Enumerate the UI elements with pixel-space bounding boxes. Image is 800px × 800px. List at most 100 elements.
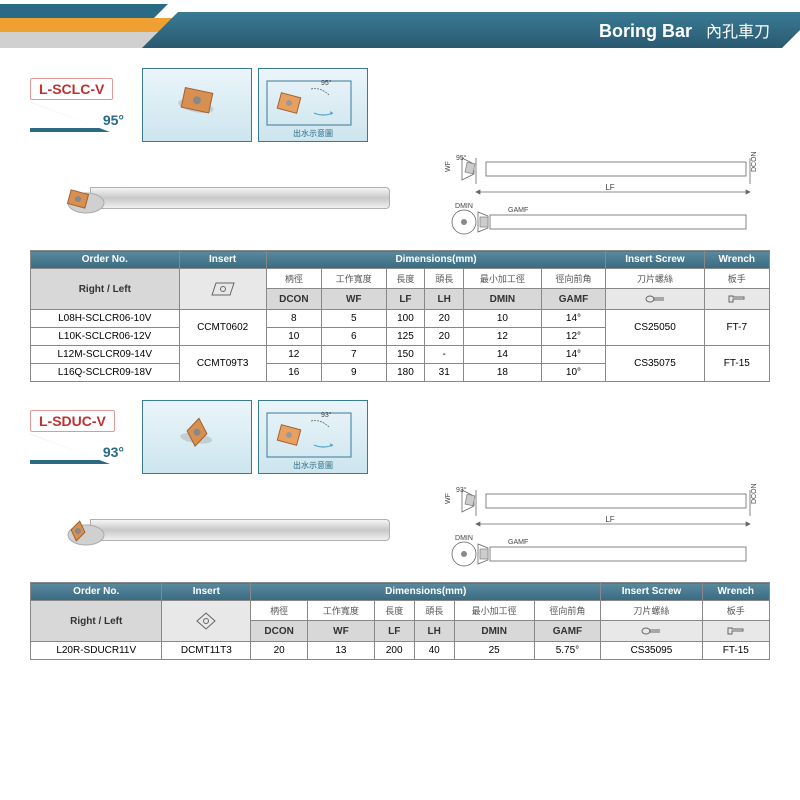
product-group-0: L-SCLC-V 95° 95° 出水示意圖 9	[30, 68, 770, 382]
svg-text:WF: WF	[445, 161, 452, 172]
th-sub-WF: WF	[308, 621, 375, 642]
cell-lh: 20	[425, 328, 464, 346]
header-title-bar: Boring Bar 內孔車刀	[142, 12, 800, 48]
th-dimensions: Dimensions(mm)	[266, 251, 606, 269]
svg-text:93°: 93°	[321, 411, 332, 419]
th-wrench-icon	[702, 621, 769, 642]
cell-dmin: 14	[464, 346, 542, 364]
th-sub-DMIN: DMIN	[454, 621, 534, 642]
cell-gamf: 5.75°	[534, 642, 601, 660]
th-cn-5: 頭長	[414, 601, 454, 621]
th-cn-7: 徑向前角	[541, 269, 606, 289]
svg-text:LF: LF	[605, 515, 614, 524]
cell-screw: CS35075	[606, 346, 704, 382]
svg-text:DCON: DCON	[751, 151, 758, 172]
th-order: Order No.	[31, 583, 162, 601]
cell-wrench: FT-15	[702, 642, 769, 660]
cell-lh: 20	[425, 310, 464, 328]
th-sub-DCON: DCON	[266, 289, 321, 310]
cell-wf: 6	[321, 328, 386, 346]
insert-photo-row: 95° 出水示意圖	[142, 68, 368, 142]
svg-text:DCON: DCON	[751, 483, 758, 504]
table-row: L20R-SDUCR11VDCMT11T3201320040255.75°CS3…	[31, 642, 770, 660]
svg-text:GAMF: GAMF	[508, 539, 528, 546]
th-screw-icon	[606, 289, 704, 310]
cell-screw: CS25050	[606, 310, 704, 346]
cell-wf: 7	[321, 346, 386, 364]
model-badge: L-SCLC-V 95°	[30, 78, 130, 132]
svg-text:93°: 93°	[456, 486, 467, 494]
title-chinese: 內孔車刀	[706, 18, 770, 42]
spec-table: Order No.InsertDimensions(mm)Insert Scre…	[30, 582, 770, 660]
th-sub-GAMF: GAMF	[541, 289, 606, 310]
cell-wrench: FT-15	[704, 346, 769, 382]
th-insert-shape-icon	[162, 601, 251, 642]
cell-dcon: 20	[251, 642, 308, 660]
angle-value: 95°	[103, 112, 124, 128]
th-sub-LF: LF	[374, 621, 414, 642]
th-sub-DMIN: DMIN	[464, 289, 542, 310]
angle-triangle: 93°	[30, 434, 130, 464]
th-cn-7: 徑向前角	[534, 601, 601, 621]
cell-order: L10K-SCLCR06-12V	[31, 328, 180, 346]
cell-insert: CCMT0602	[179, 310, 266, 346]
th-cn-3: 工作寬度	[308, 601, 375, 621]
table-row: L08H-SCLCR06-10VCCMT060285100201014°CS25…	[31, 310, 770, 328]
svg-text:WF: WF	[445, 493, 452, 504]
svg-text:GAMF: GAMF	[508, 207, 528, 214]
th-right-left: Right / Left	[31, 269, 180, 310]
svg-text:DMIN: DMIN	[455, 203, 473, 210]
table-row: L12M-SCLCR09-14VCCMT09T3127150-1414°CS35…	[31, 346, 770, 364]
th-sub-DCON: DCON	[251, 621, 308, 642]
th-wrench: Wrench	[702, 583, 769, 601]
page-header: Boring Bar 內孔車刀	[0, 0, 800, 58]
angle-value: 93°	[103, 444, 124, 460]
th-cn-4: 長度	[386, 269, 425, 289]
cell-gamf: 10°	[541, 364, 606, 382]
technical-diagram: 95° LF WF DCON DMIN GAMF	[430, 150, 770, 244]
photo-caption: 出水示意圖	[259, 128, 367, 139]
cell-dcon: 12	[266, 346, 321, 364]
cell-order: L08H-SCLCR06-10V	[31, 310, 180, 328]
th-cn-screw: 刀片螺絲	[601, 601, 702, 621]
product-group-1: L-SDUC-V 93° 93° 出水示意圖 93°	[30, 400, 770, 660]
cell-dmin: 12	[464, 328, 542, 346]
th-sub-LH: LH	[425, 289, 464, 310]
insert-photo	[142, 68, 252, 142]
title-english: Boring Bar	[599, 21, 692, 42]
cell-insert: DCMT11T3	[162, 642, 251, 660]
photo-caption: 出水示意圖	[259, 460, 367, 471]
th-cn-2: 柄徑	[266, 269, 321, 289]
cell-dcon: 10	[266, 328, 321, 346]
cell-lh: 40	[414, 642, 454, 660]
cell-lf: 200	[374, 642, 414, 660]
cell-insert: CCMT09T3	[179, 346, 266, 382]
cell-lh: -	[425, 346, 464, 364]
cell-order: L20R-SDUCR11V	[31, 642, 162, 660]
th-cn-3: 工作寬度	[321, 269, 386, 289]
cell-screw: CS35095	[601, 642, 702, 660]
technical-diagram: 93° LF WF DCON DMIN GAMF	[430, 482, 770, 576]
th-cn-wrench: 板手	[702, 601, 769, 621]
cell-lf: 150	[386, 346, 425, 364]
boring-bar-photo	[30, 495, 410, 563]
cell-dmin: 18	[464, 364, 542, 382]
th-cn-6: 最小加工徑	[454, 601, 534, 621]
boring-bar-photo	[30, 163, 410, 231]
coolant-schematic: 95° 出水示意圖	[258, 68, 368, 142]
spec-table: Order No.InsertDimensions(mm)Insert Scre…	[30, 250, 770, 382]
cell-wrench: FT-7	[704, 310, 769, 346]
cell-gamf: 12°	[541, 328, 606, 346]
th-sub-LF: LF	[386, 289, 425, 310]
svg-text:95°: 95°	[321, 79, 332, 87]
th-sub-GAMF: GAMF	[534, 621, 601, 642]
th-insert: Insert	[179, 251, 266, 269]
th-insert: Insert	[162, 583, 251, 601]
cell-lf: 180	[386, 364, 425, 382]
cell-dmin: 10	[464, 310, 542, 328]
cell-dcon: 8	[266, 310, 321, 328]
cell-lf: 125	[386, 328, 425, 346]
th-order: Order No.	[31, 251, 180, 269]
cell-lh: 31	[425, 364, 464, 382]
th-right-left: Right / Left	[31, 601, 162, 642]
